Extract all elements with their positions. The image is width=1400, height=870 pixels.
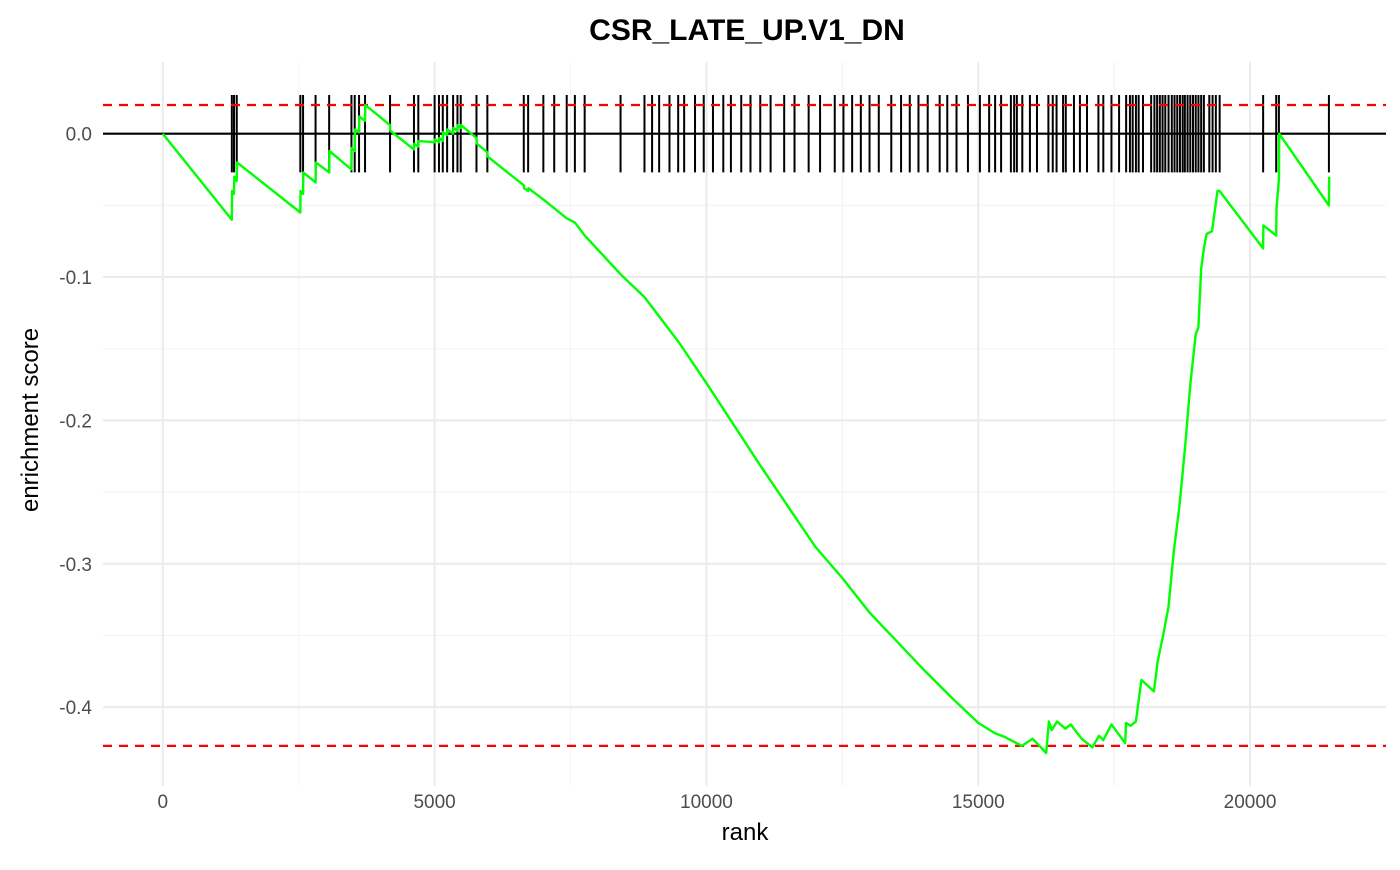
series-layer (161, 103, 1331, 755)
x-tick-label: 15000 (952, 792, 1005, 813)
x-tick-label: 20000 (1224, 792, 1277, 813)
y-tick-label: -0.3 (59, 555, 92, 576)
x-axis-title: rank (722, 819, 770, 846)
x-tick-label: 0 (158, 792, 169, 813)
y-tick-label: -0.1 (59, 268, 92, 289)
reference-lines (103, 103, 1386, 747)
y-tick-label: 0.0 (66, 125, 92, 146)
y-tick-label: -0.4 (59, 698, 92, 719)
running-score-line (161, 103, 1331, 755)
y-axis-title: enrichment score (17, 328, 44, 512)
chart-title: CSR_LATE_UP.V1_DN (589, 14, 905, 47)
tick-labels: 0 5000 10000 15000 20000 0.0 -0.1 -0.2 -0.3 -0.4 (59, 125, 1276, 813)
x-tick-label: 10000 (680, 792, 733, 813)
x-tick-label: 5000 (413, 792, 455, 813)
y-tick-label: -0.2 (59, 411, 92, 432)
